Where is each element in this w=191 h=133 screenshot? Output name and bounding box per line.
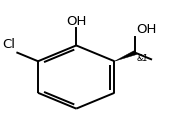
Text: &1: &1	[136, 54, 148, 63]
Polygon shape	[114, 51, 137, 61]
Text: OH: OH	[136, 23, 156, 36]
Text: OH: OH	[66, 15, 86, 28]
Text: Cl: Cl	[2, 38, 15, 51]
